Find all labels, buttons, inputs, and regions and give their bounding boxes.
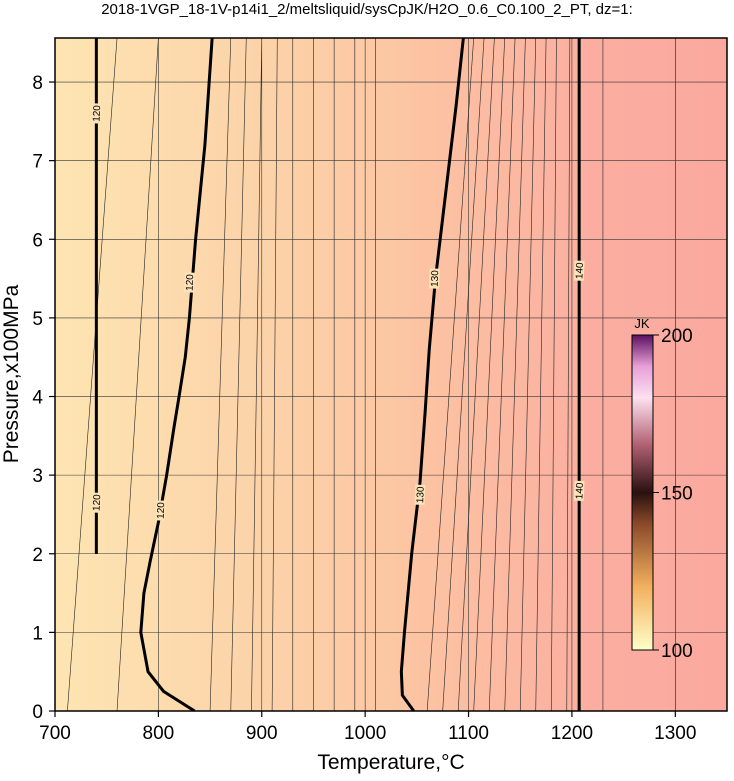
plot-frame [54,37,728,712]
contour-label-text: 120 [92,105,104,122]
x-tick-label: 1100 [448,723,489,744]
x-tick-label: 700 [39,723,71,744]
contour-label-bg [429,268,440,289]
y-tick-label: 4 [32,388,43,409]
minor-contour [504,38,526,711]
contour-label: 140 [573,480,586,502]
x-tick-label: 900 [246,723,278,744]
x-axis-label: Temperature,°C [317,751,464,774]
y-tick-label: 0 [32,702,43,723]
contour-label-text: 130 [415,486,427,503]
y-axis-label: Pressure,x100MPa [0,284,23,463]
y-tick-label: 2 [32,545,43,566]
contour-label: 120 [184,272,197,293]
contour-label-bg [184,272,195,293]
minor-contour [209,38,232,711]
contour-label-bg [91,103,102,124]
contour-label: 140 [573,260,586,281]
contour-label: 130 [429,268,442,289]
contour-label: 130 [414,484,427,505]
x-tick-label: 1000 [344,723,386,744]
contour-label: 120 [91,103,104,124]
axes: 700 800 900 1000 1100 1200 1300 0 1 2 3 4 5 6 7 8 [32,73,696,744]
minor-contour [535,38,547,711]
minor-contour [116,38,159,711]
minor-contour [442,38,485,711]
minor-contour [67,38,118,711]
contour-label: 120 [91,492,104,513]
contour-label-bg [414,484,426,505]
x-tick-label: 1200 [551,723,593,744]
y-tick-label: 3 [32,466,43,487]
contour-label: 120 [155,500,168,521]
minor-contour [426,38,475,711]
y-tick-label: 1 [32,623,43,644]
colorbar-tick-label: 200 [661,326,693,347]
contour-label-text: 120 [185,274,197,291]
y-tick-label: 5 [32,309,43,330]
contour-label-text: 120 [156,502,168,519]
minor-contour [519,38,537,711]
contour-label-text: 140 [574,262,586,279]
minor-contour [457,38,495,711]
y-tick-label: 8 [32,73,43,94]
colorbar-scale [631,334,654,651]
plot-background [55,38,727,711]
contour-label-text: 140 [574,482,586,499]
minor-contour [230,38,247,711]
contour-label-bg [573,260,585,281]
colorbar: JK 100 150 200 [631,316,693,662]
minor-contour [473,38,506,711]
contour-label-text: 130 [430,270,442,287]
colorbar-label: JK [634,316,650,331]
x-tick-label: 1300 [654,723,696,744]
contour-label-bg [155,500,166,521]
minor-contour [488,38,516,711]
minor-contour [271,38,278,711]
contour-label-bg [91,492,102,513]
minor-contour [550,38,557,711]
plot-area: 120 120 120 120 130 130 140 140 [55,38,727,711]
y-tick-label: 7 [32,152,43,173]
colorbar-tick-label: 150 [661,484,693,505]
contour-label-bg [573,480,585,502]
chart-title: 2018-1VGP_18-1V-p14i1_2/meltsliquid/sysC… [101,1,633,18]
major-contour [399,38,465,711]
x-tick-label: 800 [143,723,175,744]
colorbar-tick-label: 100 [661,641,693,662]
contour-label-text: 120 [92,494,104,511]
major-contour [139,38,214,711]
minor-contour [566,38,571,711]
y-tick-label: 6 [32,230,43,251]
minor-contour [251,38,263,711]
